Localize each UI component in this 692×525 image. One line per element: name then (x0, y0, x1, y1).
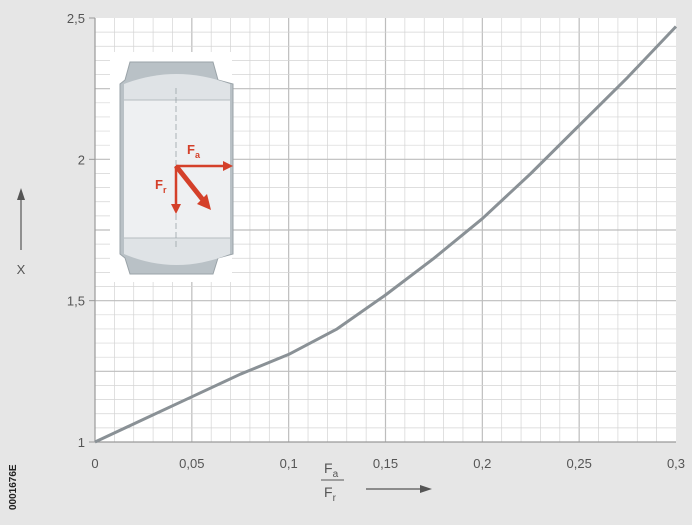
fr-arrow-head (171, 204, 181, 214)
x-tick-label: 0,3 (667, 456, 685, 471)
y-axis-label: X (17, 262, 26, 277)
x-tick-label: 0 (91, 456, 98, 471)
x-axis-arrow-head (420, 485, 432, 493)
y-tick-label: 1 (78, 435, 85, 450)
x-label-denominator: Fr (324, 484, 337, 504)
resultant-arrow-head (197, 194, 211, 210)
x-tick-label: 0,05 (179, 456, 204, 471)
x-tick-label: 0,15 (373, 456, 398, 471)
y-tick-label: 2 (78, 152, 85, 167)
x-tick-label: 0,2 (473, 456, 491, 471)
inset-fa-label: Fa (187, 142, 201, 160)
y-axis-arrow-head (17, 188, 25, 200)
series-line (94, 25, 678, 444)
fa-arrow-head (223, 161, 233, 171)
y-tick-label: 1,5 (67, 294, 85, 309)
resultant-arrow-shaft (174, 164, 205, 202)
x-label-numerator: Fa (324, 460, 339, 480)
x-tick-label: 0,1 (280, 456, 298, 471)
inset-fr-label: Fr (155, 177, 167, 195)
y-axis-label-group: X (17, 188, 26, 277)
x-tick-label: 0,25 (567, 456, 592, 471)
y-tick-label: 2,5 (67, 11, 85, 26)
figure-code: 0001676E (8, 464, 19, 510)
bearing-illustration: Fa Fr (110, 52, 234, 282)
x-axis-label-group: Fa Fr (321, 460, 432, 504)
